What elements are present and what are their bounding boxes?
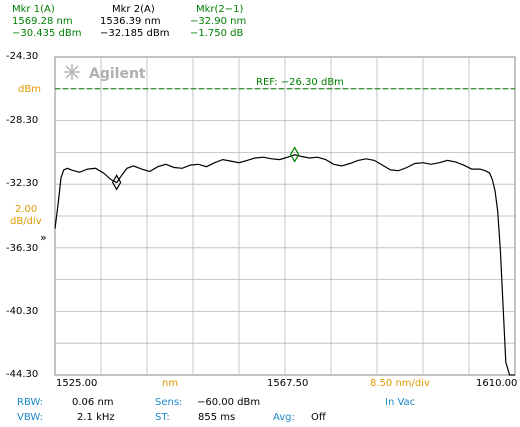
y-tick-label: -40.30 (6, 306, 39, 317)
delta-marker-freq: −32.90 nm (190, 16, 247, 27)
y-tick-label: -28.30 (6, 115, 39, 126)
marker2-freq: 1536.39 nm (100, 16, 161, 27)
marker1-level: −30.435 dBm (12, 28, 82, 39)
rbw-label: RBW: (17, 397, 44, 408)
sweep-time-value: 855 ms (198, 412, 236, 423)
marker1-freq: 1569.28 nm (12, 16, 73, 27)
grid (55, 57, 515, 375)
marker2-diamond[interactable] (111, 174, 122, 191)
x-center-label: 1567.50 (267, 378, 309, 389)
avg-value: Off (311, 412, 326, 423)
rbw-value: 0.06 nm (72, 397, 114, 408)
y-tick-label: -36.30 (6, 243, 39, 254)
x-stop-label: 1610.00 (476, 378, 518, 389)
scale-value: 2.00 (15, 204, 38, 215)
medium-mode: In Vac (385, 397, 416, 408)
delta-marker-level: −1.750 dB (190, 28, 244, 39)
agilent-logo: Agilent (64, 64, 146, 82)
y-tick-label: -32.30 (6, 178, 39, 189)
marker2-label: Mkr 2(A) (112, 4, 155, 15)
y-unit-label: dBm (18, 84, 41, 95)
scale-unit: dB/div (10, 216, 42, 227)
y-tick-label: -24.30 (6, 51, 39, 62)
vbw-value: 2.1 kHz (77, 412, 115, 423)
sens-value: −60.00 dBm (197, 397, 261, 408)
spark-icon (64, 64, 80, 80)
x-start-label: 1525.00 (56, 378, 98, 389)
marker1-label: Mkr 1(A) (12, 4, 55, 15)
x-span-per-div: 8.50 nm/div (370, 378, 430, 389)
brand-name: Agilent (89, 66, 146, 82)
ref-level-label: REF: −26.30 dBm (256, 77, 344, 88)
delta-marker-label: Mkr(2−1) (196, 4, 244, 15)
sweep-time-label: ST: (155, 412, 170, 423)
marker1-diamond[interactable] (289, 146, 300, 163)
sens-label: Sens: (155, 397, 183, 408)
y-tick-label: -44.30 (6, 369, 39, 380)
vbw-label: VBW: (17, 412, 44, 423)
avg-label: Avg: (273, 412, 295, 423)
x-unit-label: nm (162, 378, 179, 389)
chevron-right-icon: » (40, 231, 47, 244)
marker2-level: −32.185 dBm (100, 28, 170, 39)
